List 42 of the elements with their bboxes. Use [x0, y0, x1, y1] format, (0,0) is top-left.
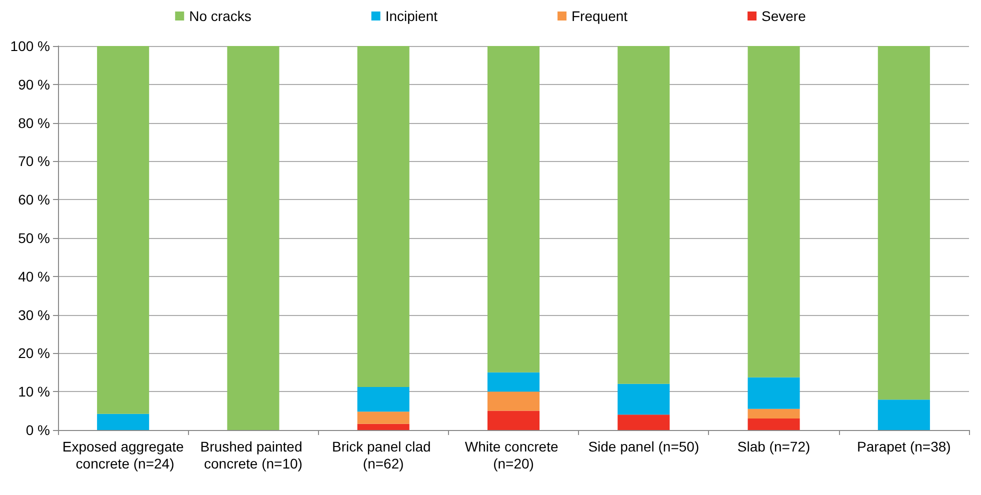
legend-label: Frequent	[571, 8, 628, 24]
bar	[748, 46, 800, 378]
y-tick-label: 90 %	[18, 76, 50, 92]
x-tick-label: Slab (n=72)	[737, 438, 810, 454]
bar	[357, 386, 410, 412]
x-tick-label: Exposed aggregate concrete (n=24)	[62, 438, 184, 472]
y-tick-label: 20 %	[18, 345, 50, 362]
x-tick-label: Parapet (n=38)	[857, 438, 951, 454]
y-tick-label: 50 %	[18, 230, 50, 246]
y-tick-label: 100 %	[10, 38, 50, 54]
y-tick-label: 0 %	[26, 422, 50, 438]
y-tick-label: 30 %	[18, 306, 50, 323]
bar	[618, 414, 670, 430]
bar	[227, 46, 280, 430]
y-tick-label: 80 %	[18, 114, 50, 131]
bar	[487, 46, 540, 372]
bar	[748, 377, 800, 409]
bar	[357, 46, 410, 387]
x-tick-label: Brick panel clad (n=62)	[332, 438, 435, 472]
bar	[748, 418, 800, 430]
legend-label: Incipient	[385, 8, 438, 24]
bar	[618, 46, 670, 384]
bar	[357, 424, 410, 430]
bar	[357, 412, 410, 424]
bar	[748, 408, 800, 418]
y-tick-label: 40 %	[18, 268, 50, 284]
bar	[618, 384, 670, 415]
bar	[878, 400, 930, 430]
x-tick-label: Brushed painted concrete (n=10)	[200, 438, 306, 472]
x-tick-label: Side panel (n=50)	[588, 438, 700, 454]
y-tick-label: 70 %	[18, 153, 50, 170]
bar	[878, 46, 930, 400]
bar	[487, 372, 540, 392]
legend-label: No cracks	[189, 8, 252, 24]
bar	[487, 392, 540, 411]
bar	[487, 410, 540, 430]
y-tick-label: 10 %	[18, 384, 50, 400]
x-tick-label: White concrete (n=20)	[464, 438, 562, 472]
y-tick-label: 60 %	[18, 192, 50, 208]
bar	[97, 46, 150, 414]
bar	[97, 414, 150, 430]
legend-label: Severe	[762, 8, 806, 24]
